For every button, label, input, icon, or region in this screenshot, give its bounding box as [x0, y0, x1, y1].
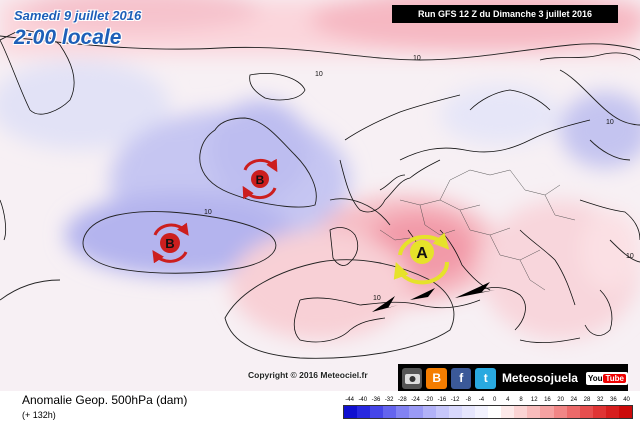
scale-color-swatch — [488, 406, 502, 418]
scale-color-swatch — [540, 406, 554, 418]
high-pressure: A — [393, 232, 450, 285]
youtube-icon[interactable]: You Tube — [585, 371, 628, 385]
contour-label: 10 — [626, 253, 634, 260]
scale-color-swatch — [579, 406, 593, 418]
flow-arrows — [372, 282, 495, 312]
scale-tick-label: -4 — [478, 397, 485, 403]
color-scale: -44 -40 -36 -32 -28 -24 -20 -16 -12 -8 -4 0 4 8 12 16 20… — [343, 396, 633, 419]
scale-tick-label: 4 — [506, 397, 510, 403]
scale-tick-label: 40 — [623, 397, 630, 403]
scale-tick-label: 0 — [492, 397, 497, 403]
scale-color-swatch — [474, 406, 489, 418]
borders — [379, 169, 576, 291]
scale-color-swatch — [618, 406, 633, 418]
brand-name[interactable]: Meteosojuela — [501, 371, 578, 385]
facebook-icon[interactable]: f — [450, 367, 472, 389]
scale-tick-label: -36 — [371, 397, 381, 403]
scale-tick-label: 16 — [544, 397, 551, 403]
low-pressure-north: B — [242, 158, 278, 200]
scale-tick-label: 32 — [596, 397, 604, 403]
scale-tick-label: 24 — [570, 397, 578, 403]
scale-tick-label: -32 — [384, 397, 394, 403]
contour-label: 10 — [413, 55, 421, 62]
scale-color-swatch — [448, 406, 462, 418]
scale-tick-label: -44 — [345, 397, 354, 403]
high-pressure-letter: A — [416, 245, 428, 262]
color-scale-bar — [343, 405, 633, 419]
scale-color-swatch — [501, 406, 515, 418]
low-pressure-south: B — [152, 222, 189, 264]
scale-color-swatch — [592, 406, 606, 418]
low-pressure-letter: B — [165, 236, 174, 251]
scale-color-swatch — [383, 406, 397, 418]
social-bar: B f t Meteosojuela You Tube — [398, 364, 628, 392]
copyright-text: Copyright © 2016 Meteociel.fr — [248, 370, 368, 380]
scale-tick-label: 12 — [530, 397, 538, 403]
legend-title: Anomalie Geop. 500hPa (dam) — [22, 393, 188, 407]
color-scale-ticks: -44 -40 -36 -32 -28 -24 -20 -16 -12 -8 -4 0 4 8 12 16 20… — [343, 396, 633, 405]
blogger-icon[interactable]: B — [426, 367, 447, 389]
scale-color-swatch — [605, 406, 619, 418]
scale-color-swatch — [357, 406, 371, 418]
scale-color-swatch — [527, 406, 541, 418]
youtube-tube: Tube — [603, 373, 626, 383]
forecast-hour: (+ 132h) — [22, 410, 56, 420]
youtube-you: You — [587, 373, 603, 383]
camera-icon[interactable] — [402, 367, 423, 389]
scale-tick-label: -12 — [450, 397, 460, 403]
twitter-icon[interactable]: t — [475, 367, 496, 389]
scale-tick-label: -20 — [424, 397, 434, 403]
scale-tick-label: -8 — [465, 397, 471, 403]
scale-color-swatch — [409, 406, 423, 418]
low-pressure-letter: B — [256, 173, 265, 187]
contour-label: 10 — [204, 209, 212, 216]
scale-color-swatch — [435, 406, 449, 418]
scale-color-swatch — [553, 406, 567, 418]
scale-tick-label: 8 — [519, 397, 523, 403]
scale-color-swatch — [344, 406, 358, 418]
scale-tick-label: 36 — [610, 397, 617, 403]
model-run-label: Run GFS 12 Z du Dimanche 3 juillet 2016 — [392, 5, 618, 23]
scale-tick-label: -28 — [398, 397, 407, 403]
scale-tick-label: -24 — [411, 397, 420, 403]
scale-tick-label: 28 — [583, 397, 591, 403]
contour-label: 10 — [606, 119, 614, 126]
forecast-date: Samedi 9 juillet 2016 — [14, 8, 142, 23]
contours — [0, 35, 640, 359]
scale-tick-label: -16 — [437, 397, 447, 403]
scale-color-swatch — [461, 406, 475, 418]
contour-labels: 10 10 10 10 10 10 — [204, 55, 634, 302]
scale-color-swatch — [370, 406, 384, 418]
scale-color-swatch — [514, 406, 528, 418]
scale-tick-label: 20 — [557, 397, 564, 403]
forecast-local-time: 2:00 locale — [14, 26, 122, 49]
contour-label: 10 — [315, 71, 323, 78]
contour-label: 10 — [373, 295, 381, 302]
scale-color-swatch — [396, 406, 410, 418]
scale-tick-label: -40 — [358, 397, 368, 403]
scale-color-swatch — [422, 406, 436, 418]
scale-color-swatch — [566, 406, 580, 418]
